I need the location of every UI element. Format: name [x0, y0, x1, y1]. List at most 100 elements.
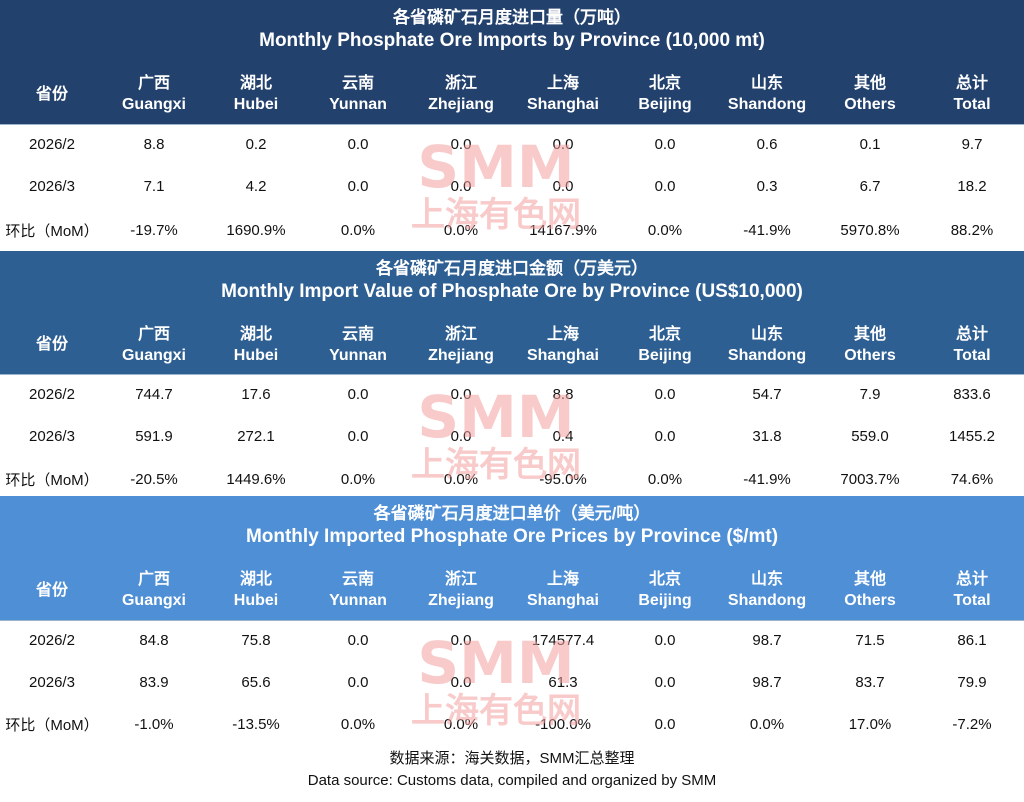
table-cell: 7003.7% [840, 470, 900, 488]
column-header: 山东 Shandong [716, 560, 818, 620]
row-label: 2026/2 [29, 386, 75, 403]
column-header: 北京 Beijing [614, 64, 716, 124]
table-cell: 71.5 [855, 632, 885, 649]
table-cell: 31.8 [752, 428, 782, 445]
column-header-en: Yunnan [329, 346, 387, 364]
table-cell: 8.8 [143, 136, 165, 153]
table-cell: 0.1 [859, 136, 881, 153]
column-header-en: Total [953, 346, 991, 364]
column-header-cn: 广西 [137, 571, 170, 588]
column-header-cn: 浙江 [444, 75, 477, 92]
table-title-cn: 各省磷矿石月度进口量（万吨） [393, 8, 631, 27]
table-title-bar: 各省磷矿石月度进口量（万吨） Monthly Phosphate Ore Impo… [0, 0, 1024, 64]
row-2026-3: 2026/3 591.9 272.1 0.0 0.0 0.4 0.0 31.8 559.0 145… [0, 415, 1024, 458]
column-header-cn: 总计 [955, 325, 988, 343]
column-header-en: Others [844, 96, 896, 113]
row-label: 2026/2 [29, 632, 75, 649]
table-cell: -1.0% [134, 716, 174, 733]
table-cell: 14167.9% [529, 221, 597, 239]
column-header: 湖北 Hubei [205, 315, 307, 374]
column-header-en: Total [953, 592, 991, 609]
column-header: 上海 Shanghai [512, 315, 614, 374]
table-cell: 1690.9% [226, 221, 286, 239]
table-cell: 75.8 [241, 632, 271, 649]
table-section-3: 各省磷矿石月度进口单价（美元/吨） Monthly Imported Phosph… [0, 496, 1024, 734]
column-header-en: Others [844, 592, 896, 609]
table-cell: 0.0% [340, 470, 376, 488]
column-header-en: Guangxi [121, 346, 186, 364]
column-header-en: Beijing [638, 96, 692, 113]
table-cell: 0.0 [654, 673, 676, 691]
table-title-bar: 各省磷矿石月度进口单价（美元/吨） Monthly Imported Phosph… [0, 496, 1024, 560]
table-title-en: Monthly Import Value of Phosphate Ore by… [221, 281, 803, 302]
column-header-cn: 上海 [546, 325, 579, 343]
column-header-cn: 北京 [648, 571, 681, 588]
table-cell: 0.0 [347, 386, 369, 403]
table-cell: 591.9 [135, 428, 173, 445]
row-separator [0, 374, 1024, 375]
column-header-cn: 北京 [648, 75, 681, 92]
column-header-cn: 云南 [341, 571, 374, 588]
table-cell: 9.7 [961, 136, 983, 153]
column-header-en: Shanghai [526, 592, 599, 609]
column-header: 省份 [1, 64, 103, 124]
table-cell: 7.9 [859, 386, 881, 403]
table-cell: -19.7% [130, 221, 178, 239]
column-header-en: Others [844, 346, 896, 364]
data-source-footer: 数据来源：海关数据，SMM汇总整理 Data source: Customs d… [0, 748, 1024, 792]
column-header: 总计 Total [921, 560, 1023, 620]
column-header-en: Guangxi [121, 592, 186, 609]
table-cell: 54.7 [752, 386, 782, 403]
table-title-cn: 各省磷矿石月度进口单价（美元/吨） [373, 504, 651, 523]
column-header-en: Shandong [727, 346, 807, 364]
row-mom: 环比（MoM） -1.0% -13.5% 0.0% 0.0% -100.0% 0.0 0.0%… [0, 703, 1024, 746]
table-cell: 8.8 [552, 386, 574, 403]
table-section-2: 各省磷矿石月度进口金额（万美元） Monthly Import Value of … [0, 251, 1024, 489]
column-header: 浙江 Zhejiang [410, 315, 512, 374]
table-cell: -13.5% [232, 716, 280, 733]
column-header-cn: 总计 [955, 75, 988, 92]
table-cell: 17.6 [241, 386, 271, 403]
table-cell: 0.0 [654, 632, 676, 649]
column-header-cn: 上海 [546, 75, 579, 92]
table-cell: 0.0 [450, 632, 472, 649]
table-cell: -7.2% [952, 716, 992, 733]
column-header-en: Guangxi [121, 96, 186, 113]
column-header-en: Hubei [233, 96, 279, 113]
column-header: 浙江 Zhejiang [410, 560, 512, 620]
column-header: 云南 Yunnan [307, 64, 409, 124]
column-header-cn: 省份 [35, 85, 68, 103]
table-cell: 0.0% [647, 221, 683, 239]
column-header-cn: 北京 [648, 325, 681, 343]
column-header-en: Shanghai [526, 96, 599, 113]
data-source-cn: 数据来源：海关数据，SMM汇总整理 [389, 750, 635, 767]
column-header: 总计 Total [921, 64, 1023, 124]
column-header-cn: 云南 [341, 325, 374, 343]
table-cell: 0.0 [450, 673, 472, 691]
table-cell: 0.0 [450, 386, 472, 403]
table-cell: 88.2% [950, 221, 994, 239]
row-mom: 环比（MoM） -19.7% 1690.9% 0.0% 0.0% 14167.9% 0.0%… [0, 208, 1024, 252]
table-cell: 65.6 [241, 673, 271, 691]
column-header: 广西 Guangxi [103, 64, 205, 124]
column-header: 省份 [1, 315, 103, 374]
table-cell: 0.0 [450, 178, 472, 195]
row-separator [0, 124, 1024, 125]
column-header-cn: 山东 [750, 75, 783, 92]
table-cell: 833.6 [953, 386, 991, 403]
table-cell: 0.0% [340, 221, 376, 239]
column-header-en: Shandong [727, 592, 807, 609]
column-header-cn: 上海 [546, 571, 579, 588]
table-cell: 0.0 [347, 673, 369, 691]
row-label: 2026/3 [29, 673, 75, 691]
table-cell: 84.8 [139, 632, 169, 649]
table-cell: 0.0 [654, 178, 676, 195]
table-cell: 83.9 [139, 673, 169, 691]
table-cell: 0.0 [654, 386, 676, 403]
column-header: 北京 Beijing [614, 315, 716, 374]
table-title-en: Monthly Imported Phosphate Ore Prices by… [245, 526, 779, 547]
row-2026-2: 2026/2 744.7 17.6 0.0 0.0 8.8 0.0 54.7 7.9 833.6 [0, 374, 1024, 415]
table-section-1: 各省磷矿石月度进口量（万吨） Monthly Phosphate Ore Impo… [0, 0, 1024, 240]
table-cell: 0.6 [756, 136, 778, 153]
row-separator [0, 620, 1024, 621]
